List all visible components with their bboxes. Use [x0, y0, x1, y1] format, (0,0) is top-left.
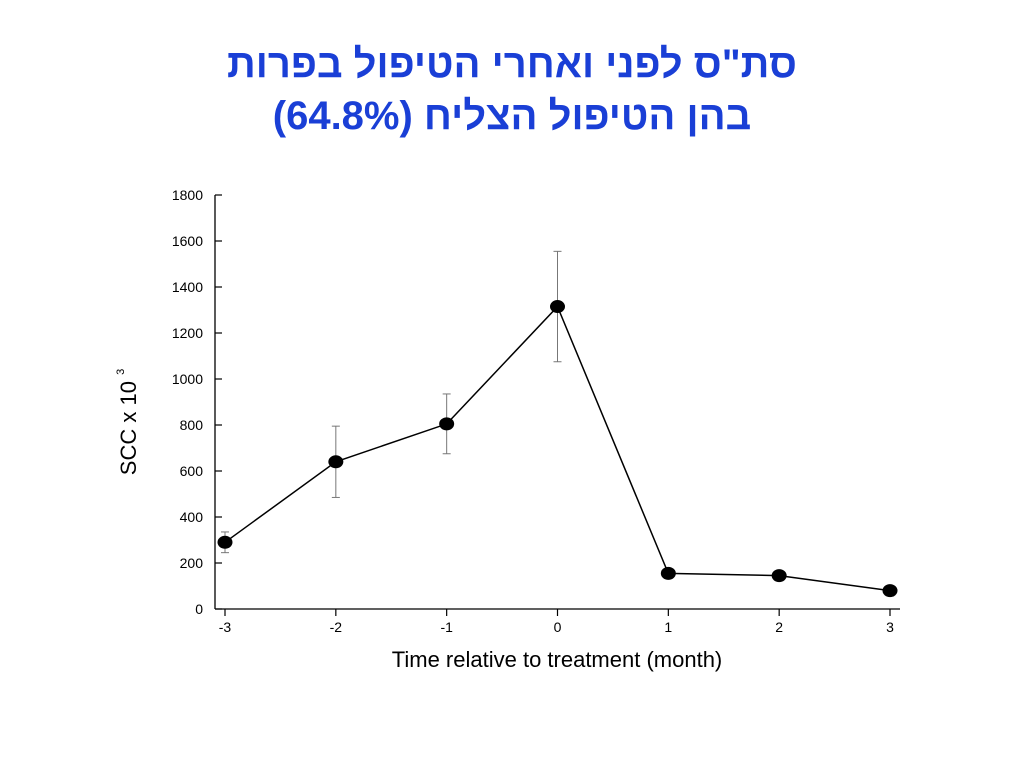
x-tick-label: -3 — [219, 619, 232, 635]
y-tick-label: 1800 — [172, 187, 203, 203]
x-tick-label: 3 — [886, 619, 894, 635]
data-points — [217, 300, 898, 598]
data-point — [328, 455, 344, 469]
x-axis-label: Time relative to treatment (month) — [392, 647, 723, 672]
x-tick-label: 0 — [554, 619, 562, 635]
data-point — [439, 417, 455, 431]
y-tick-label: 1400 — [172, 279, 203, 295]
chart-title: סת"ס לפני ואחרי הטיפול בפרות בהן הטיפול … — [0, 38, 1024, 142]
y-tick-label: 1000 — [172, 371, 203, 387]
x-tick-label: 1 — [664, 619, 672, 635]
data-point — [550, 300, 565, 314]
y-axis-label-exponent: 3 — [115, 369, 127, 375]
y-axis-label-group: SCC x 10 3 — [115, 369, 141, 475]
chart-title-line-1: סת"ס לפני ואחרי הטיפול בפרות — [227, 42, 797, 86]
x-tick-label: -1 — [440, 619, 453, 635]
y-axis-label: SCC x 10 3 — [115, 369, 141, 475]
y-tick-label: 400 — [180, 509, 204, 525]
data-point — [217, 535, 233, 549]
data-point — [771, 569, 787, 583]
x-tick-label: 2 — [775, 619, 783, 635]
y-tick-label: 600 — [180, 463, 204, 479]
y-tick-label: 0 — [195, 601, 203, 617]
chart-axes: 0 200 400 600 800 1000 1200 1400 1600 1800 -3 -2 -1 0… — [172, 187, 900, 635]
data-point — [660, 566, 676, 580]
y-axis-label-base: SCC x 10 — [116, 381, 141, 475]
chart-title-line-2: בהן הטיפול הצליח (64.8%) — [272, 94, 752, 138]
y-tick-label: 1200 — [172, 325, 203, 341]
y-tick-label: 200 — [180, 555, 204, 571]
y-tick-label: 1600 — [172, 233, 203, 249]
y-tick-label: 800 — [180, 417, 204, 433]
x-tick-label: -2 — [330, 619, 343, 635]
data-point — [882, 584, 898, 598]
